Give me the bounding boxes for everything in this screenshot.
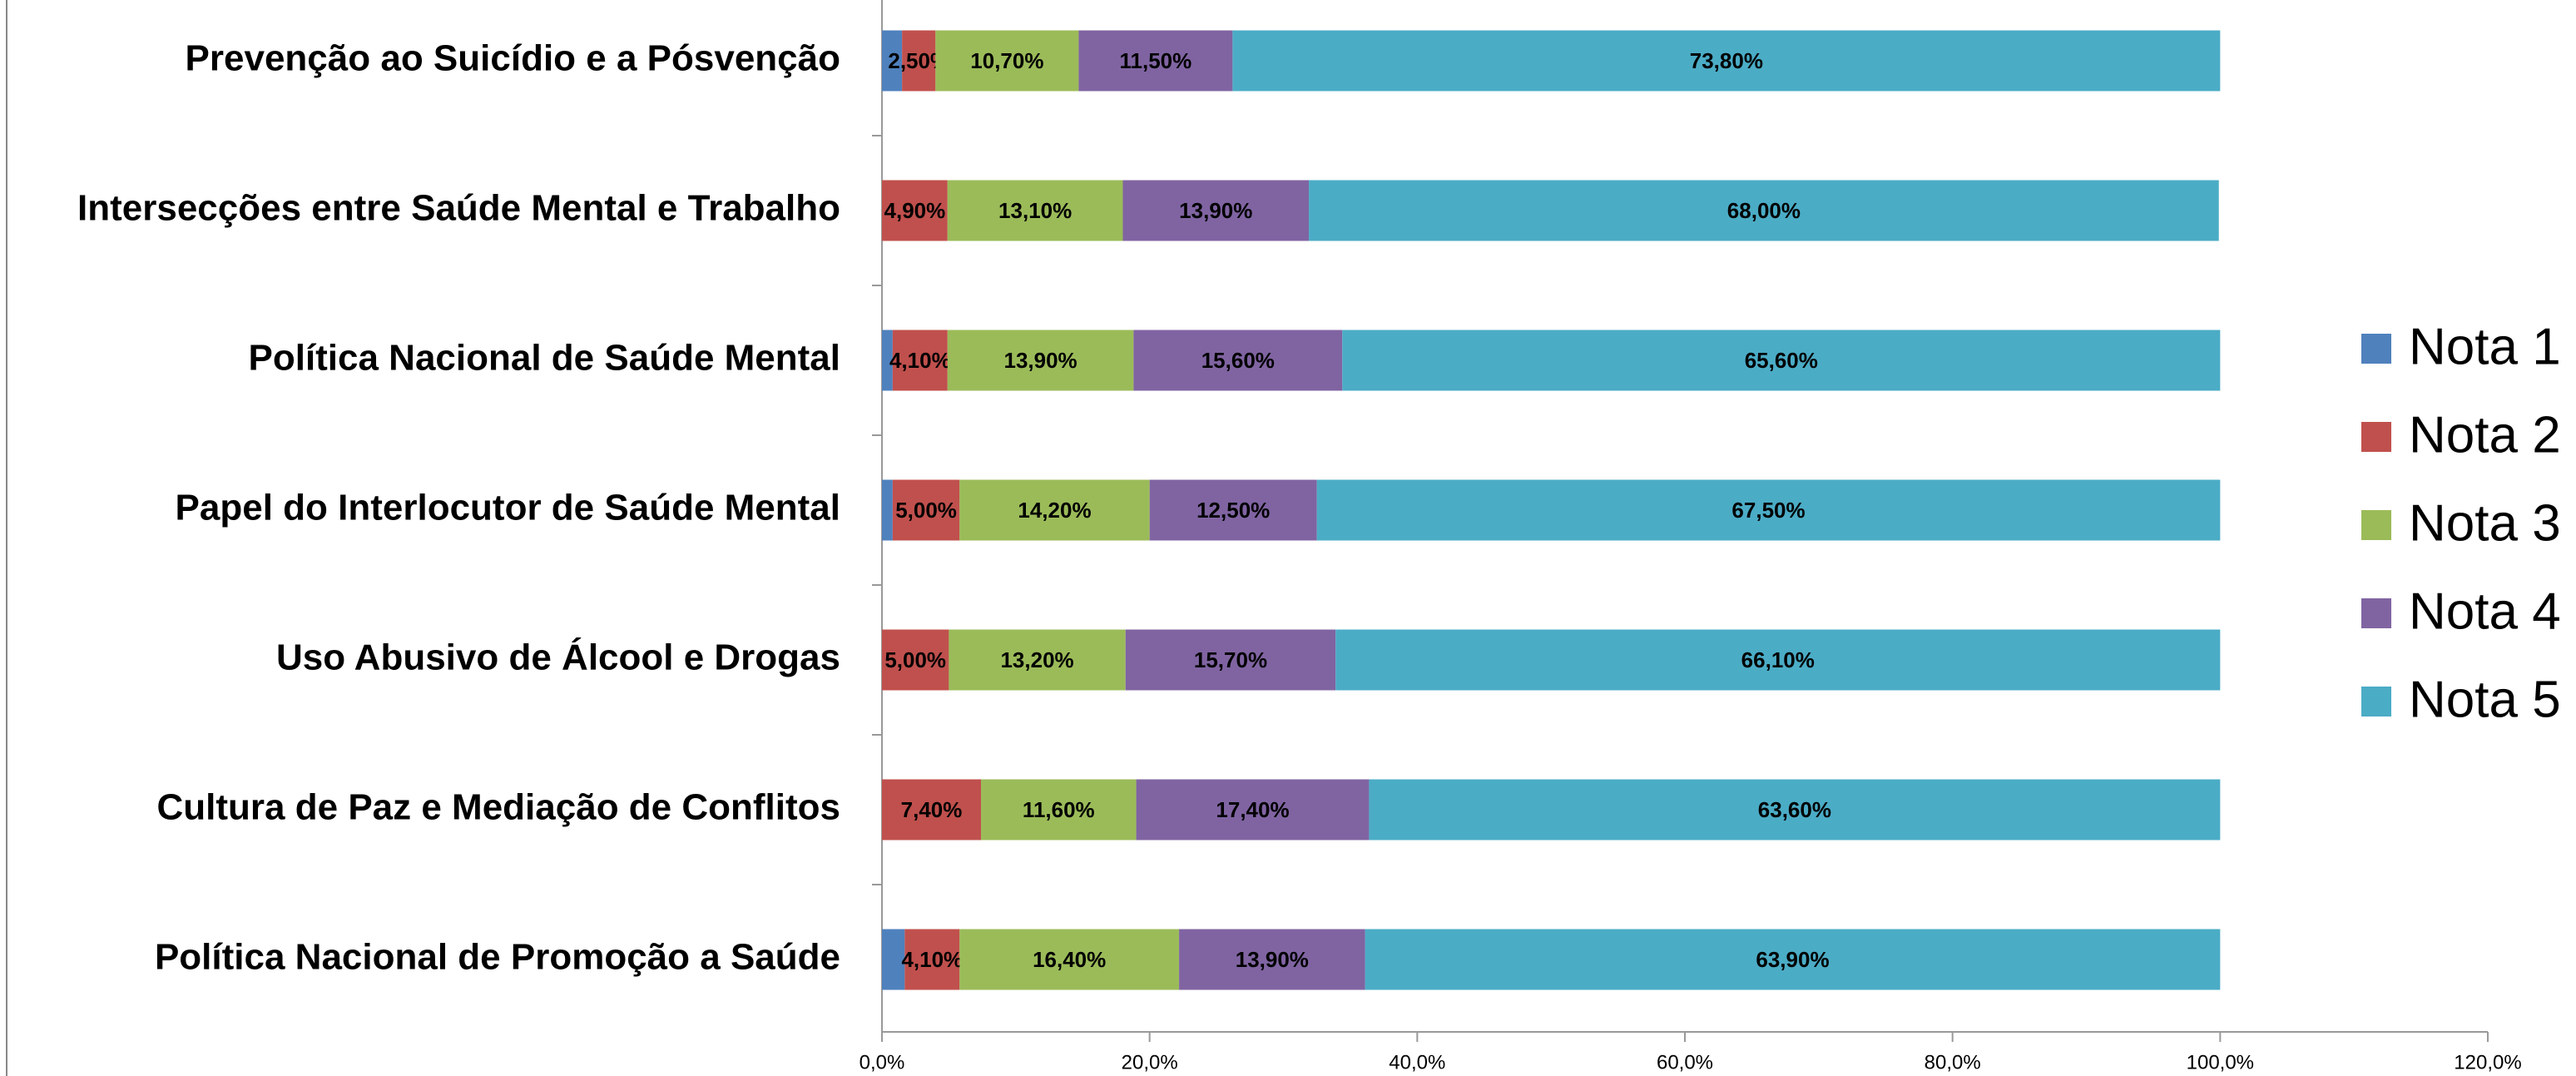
bar-segment xyxy=(1309,180,2219,241)
legend-label: Nota 3 xyxy=(2409,494,2561,552)
bar-segment xyxy=(1335,629,2221,691)
category-label: Papel do Interlocutor de Saúde Mental xyxy=(176,488,840,528)
data-label: 15,70% xyxy=(1194,647,1267,672)
bar-segment xyxy=(1342,330,2221,391)
bar-segment xyxy=(935,30,1079,92)
x-tick-label: 40,0% xyxy=(1389,1051,1445,1074)
bar-segment xyxy=(1133,330,1343,391)
data-label: 7,40% xyxy=(901,797,963,822)
data-label: 5,00% xyxy=(884,647,946,672)
bar-segment xyxy=(882,779,982,840)
data-label: 66,10% xyxy=(1741,647,1815,672)
data-label: 11,50% xyxy=(1120,48,1192,73)
data-label: 63,60% xyxy=(1758,797,1831,822)
bar-segment xyxy=(959,479,1150,541)
x-tick-label: 20,0% xyxy=(1122,1051,1178,1074)
bar-segment xyxy=(959,929,1180,990)
category-label: Política Nacional de Promoção a Saúde xyxy=(155,937,840,978)
bar-segment xyxy=(904,929,960,990)
bar-segment xyxy=(882,479,893,541)
bar-segment xyxy=(892,479,960,541)
data-label: 4,90% xyxy=(884,198,946,223)
data-label: 4,10% xyxy=(889,348,951,373)
data-label: 10,70% xyxy=(970,48,1043,73)
data-label: 11,60% xyxy=(1023,797,1095,822)
bar-segment xyxy=(1149,479,1317,541)
x-tick-label: 120,0% xyxy=(2454,1051,2521,1074)
data-label: 68,00% xyxy=(1727,198,1801,223)
data-label: 4,10% xyxy=(901,947,963,972)
bar-segment xyxy=(1078,30,1233,92)
bar-segment xyxy=(1232,30,2221,92)
legend-swatch xyxy=(2361,510,2391,540)
data-label: 14,20% xyxy=(1018,498,1091,523)
data-label: 73,80% xyxy=(1690,48,1763,73)
data-label: 67,50% xyxy=(1731,498,1805,523)
legend-swatch xyxy=(2361,422,2391,452)
x-tick-label: 100,0% xyxy=(2187,1051,2254,1074)
bar-segment xyxy=(1179,929,1365,990)
data-label: 16,40% xyxy=(1033,947,1106,972)
bar-segment xyxy=(882,330,893,391)
category-label: Intersecções entre Saúde Mental e Trabal… xyxy=(77,188,840,229)
bar-segment xyxy=(902,30,936,92)
bar-segment xyxy=(1122,180,1310,241)
legend-swatch xyxy=(2361,334,2391,364)
bar-segment xyxy=(882,30,903,92)
data-label: 13,90% xyxy=(1003,348,1077,373)
legend-label: Nota 1 xyxy=(2409,318,2561,375)
legend-swatch xyxy=(2361,598,2391,628)
x-tick-label: 60,0% xyxy=(1657,1051,1713,1074)
data-label: 17,40% xyxy=(1216,797,1289,822)
bar-segment xyxy=(1125,629,1336,691)
bar-segment xyxy=(949,629,1126,691)
data-label: 65,60% xyxy=(1745,348,1818,373)
data-label: 15,60% xyxy=(1201,348,1275,373)
bar-segment xyxy=(882,180,948,241)
x-tick-label: 80,0% xyxy=(1925,1051,1981,1074)
bar-segment xyxy=(1369,779,2221,840)
data-label: 13,90% xyxy=(1236,947,1309,972)
legend-label: Nota 5 xyxy=(2409,671,2561,728)
bar-segment xyxy=(882,929,905,990)
legend-swatch xyxy=(2361,687,2391,717)
data-label: 13,10% xyxy=(998,198,1072,223)
legend-label: Nota 4 xyxy=(2409,583,2561,640)
legend-label: Nota 2 xyxy=(2409,406,2561,464)
bar-segment xyxy=(981,779,1137,840)
data-label: 13,90% xyxy=(1179,198,1252,223)
data-label: 5,00% xyxy=(895,498,957,523)
bar-segment xyxy=(882,629,949,691)
data-label: 13,20% xyxy=(1000,647,1073,672)
bar-segment xyxy=(947,330,1134,391)
category-label: Prevenção ao Suicídio e a Pósvenção xyxy=(186,38,840,79)
category-label: Cultura de Paz e Mediação de Conflitos xyxy=(157,787,840,828)
bar-segment xyxy=(892,330,948,391)
data-label: 63,90% xyxy=(1756,947,1829,972)
data-label: 12,50% xyxy=(1196,498,1270,523)
bar-segment xyxy=(1365,929,2221,990)
category-label: Uso Abusivo de Álcool e Drogas xyxy=(276,637,840,678)
bar-segment xyxy=(1316,479,2221,541)
bar-segment xyxy=(1136,779,1370,840)
category-label: Política Nacional de Saúde Mental xyxy=(248,338,840,379)
bar-segment xyxy=(947,180,1123,241)
x-tick-label: 0,0% xyxy=(859,1051,905,1074)
